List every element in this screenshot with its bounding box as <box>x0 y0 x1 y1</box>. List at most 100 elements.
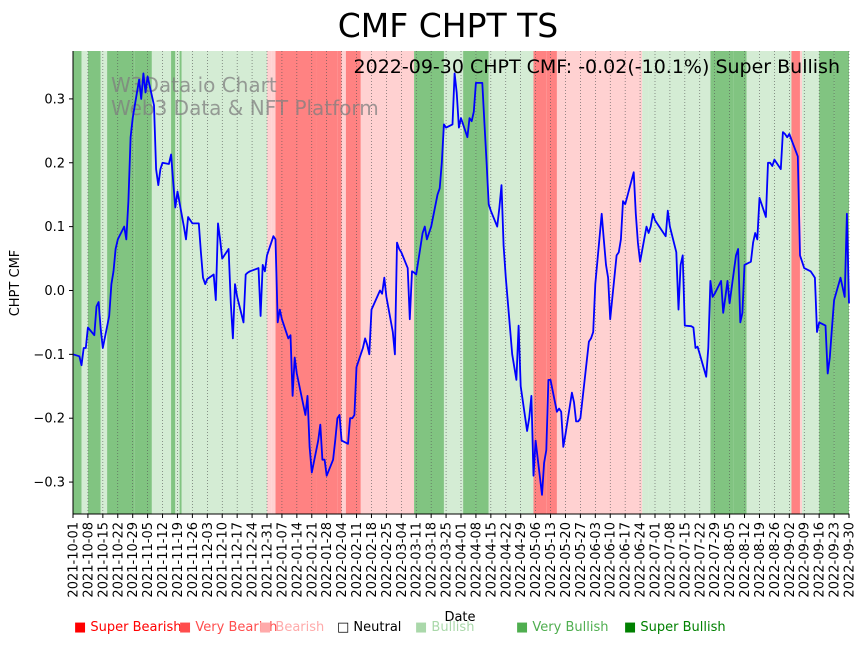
regime-band <box>73 51 82 514</box>
x-tick-label: 2021-12-10 <box>216 522 231 598</box>
legend-swatch: ■ <box>415 620 432 635</box>
x-tick-label: 2022-08-05 <box>723 522 738 598</box>
x-tick-label: 2021-11-12 <box>156 522 171 598</box>
last-value-annotation: 2022-09-30 CHPT CMF: -0.02(-10.1%) Super… <box>354 56 840 78</box>
x-tick-label: 2021-10-01 <box>67 522 82 598</box>
y-axis-label: CHPT CMF <box>8 250 23 317</box>
x-tick-label: 2022-01-07 <box>275 522 290 598</box>
x-tick-label: 2022-09-30 <box>843 522 858 598</box>
legend-swatch: ■ <box>259 620 276 635</box>
date-gridlines <box>72 51 850 514</box>
regime-band <box>181 51 191 514</box>
legend-label: Super Bullish <box>640 620 726 635</box>
legend-swatch: ■ <box>516 620 533 635</box>
watermark-line-1: W3Data.io Chart <box>111 73 277 97</box>
x-tick-label: 2022-03-25 <box>440 522 455 598</box>
regime-band <box>642 51 649 514</box>
y-tick-label: −0.3 <box>33 476 65 491</box>
y-tick-label: 0.2 <box>44 156 65 171</box>
legend-swatch: □ <box>337 620 354 635</box>
cmf-series-line <box>72 72 850 496</box>
x-tick-label: 2022-07-15 <box>678 522 693 598</box>
legend-label: Very Bullish <box>532 620 609 635</box>
x-tick-label: 2022-02-25 <box>380 522 395 598</box>
x-tick-label: 2021-12-03 <box>201 522 216 598</box>
x-tick-label: 2021-10-15 <box>96 522 111 598</box>
x-tick-label: 2022-05-27 <box>574 522 589 598</box>
y-tick-label: 0.0 <box>44 284 65 299</box>
x-tick-label: 2021-12-17 <box>231 522 246 598</box>
regime-band <box>360 51 415 514</box>
regime-band <box>271 51 276 514</box>
legend-item: ■ Super Bullish <box>624 620 726 635</box>
regime-band <box>190 51 267 514</box>
legend-item: ■ Super Bearish <box>74 620 182 635</box>
x-tick-label: 2022-08-19 <box>753 522 768 598</box>
x-tick-label: 2022-08-26 <box>768 522 783 598</box>
legend-label: Neutral <box>353 620 402 635</box>
regime-band <box>546 51 557 514</box>
regime-band <box>179 51 182 514</box>
regime-band <box>337 51 342 514</box>
x-tick-label: 2021-10-29 <box>126 522 141 598</box>
regime-band <box>533 51 547 514</box>
x-tick-label: 2021-11-19 <box>171 522 186 598</box>
regime-band <box>100 51 108 514</box>
x-tick-label: 2022-07-01 <box>649 522 664 598</box>
y-tick-label: −0.2 <box>33 412 65 427</box>
y-tick-label: 0.1 <box>44 220 65 235</box>
watermark: W3Data.io Chart Web3 Data & NFT Platform <box>111 73 379 120</box>
regime-band <box>791 51 800 514</box>
x-tick-label: 2022-05-13 <box>544 522 559 598</box>
x-tick-label: 2022-04-15 <box>484 522 499 598</box>
regime-bands <box>73 51 849 514</box>
legend-item: □ Neutral <box>337 620 401 635</box>
x-tick-label: 2022-06-10 <box>604 522 619 598</box>
legend: ■ Super Bearish ■ Very Bearish ■ Bearish □ … <box>0 620 864 640</box>
x-tick-label: 2021-10-22 <box>111 522 126 598</box>
legend-swatch: ■ <box>179 620 196 635</box>
x-tick-label: 2022-03-18 <box>425 522 440 598</box>
x-tick-label: 2022-03-11 <box>410 522 425 598</box>
regime-band <box>134 51 152 514</box>
legend-item: ■ Very Bearish <box>179 620 277 635</box>
legend-label: Bearish <box>275 620 325 635</box>
regime-band <box>81 51 88 514</box>
regime-band <box>710 51 734 514</box>
legend-label: Bullish <box>431 620 475 635</box>
x-tick-label: 2022-07-22 <box>693 522 708 598</box>
x-tick-label: 2022-07-08 <box>663 522 678 598</box>
legend-swatch: ■ <box>624 620 641 635</box>
regime-band <box>556 51 643 514</box>
x-tick-label: 2021-12-31 <box>261 522 276 598</box>
x-tick-label: 2022-09-09 <box>798 522 813 598</box>
x-tick-label: 2022-01-14 <box>290 522 305 598</box>
x-tick-label: 2022-02-04 <box>335 522 350 598</box>
regime-band <box>414 51 444 514</box>
x-tick-label: 2022-04-01 <box>455 522 470 598</box>
x-tick-label: 2022-09-23 <box>828 522 843 598</box>
chart-title: CMF CHPT TS <box>338 6 559 45</box>
x-tick-label: 2021-12-24 <box>246 522 261 598</box>
regime-band <box>802 51 820 514</box>
y-tick-label: 0.3 <box>44 92 65 107</box>
regime-band <box>770 51 792 514</box>
regime-band <box>733 51 747 514</box>
x-tick-label: 2022-06-17 <box>619 522 634 598</box>
x-tick-label: 2022-02-11 <box>350 522 365 598</box>
regime-band <box>475 51 489 514</box>
regime-band <box>345 51 361 514</box>
x-tick-label: 2022-07-29 <box>708 522 723 598</box>
x-tick-label: 2022-03-04 <box>395 522 410 598</box>
x-tick-label: 2022-05-20 <box>559 522 574 598</box>
legend-swatch: ■ <box>74 620 91 635</box>
x-axis-label: Date <box>444 610 475 625</box>
legend-item: ■ Bearish <box>259 620 324 635</box>
x-tick-label: 2022-09-16 <box>813 522 828 598</box>
watermark-line-2: Web3 Data & NFT Platform <box>111 96 379 120</box>
regime-band <box>463 51 476 514</box>
regime-band <box>799 51 803 514</box>
x-tick-label: 2022-05-06 <box>529 522 544 598</box>
x-tick-label: 2022-09-02 <box>783 522 798 598</box>
regime-band <box>267 51 272 514</box>
